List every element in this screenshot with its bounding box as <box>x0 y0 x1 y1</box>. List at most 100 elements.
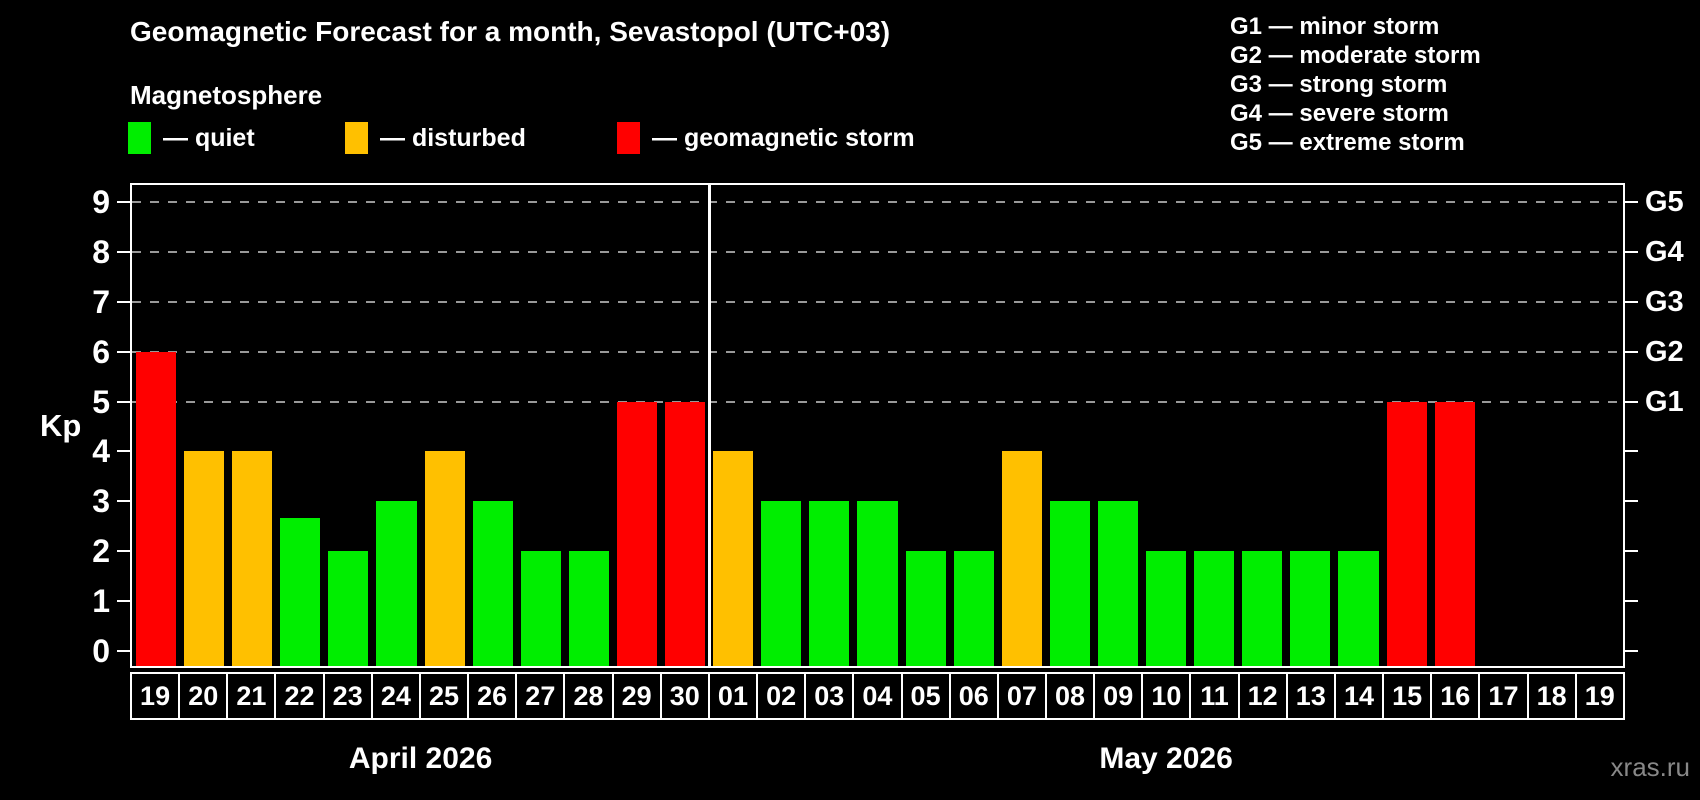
right-axis-tick <box>1625 400 1638 403</box>
date-cell: 06 <box>951 674 999 718</box>
left-axis-tick <box>117 300 130 303</box>
g-axis-label: G3 <box>1645 285 1684 318</box>
legend-item-storm: — geomagnetic storm <box>617 121 915 155</box>
kp-bar <box>1434 401 1475 666</box>
legend-label-quiet: — quiet <box>163 123 255 152</box>
left-axis-tick <box>117 200 130 203</box>
right-axis-tick <box>1625 300 1638 303</box>
date-cell: 16 <box>1432 674 1481 718</box>
g-legend-line-g3: G3 — strong storm <box>1230 71 1448 98</box>
left-axis-tick <box>117 250 130 253</box>
g-legend-line-g1: G1 — minor storm <box>1230 13 1440 40</box>
quiet-color-swatch <box>128 122 151 154</box>
date-cell: 13 <box>1288 674 1336 718</box>
kp-bar <box>809 501 850 666</box>
right-axis-tick <box>1625 350 1638 353</box>
kp-bar <box>1242 551 1283 666</box>
date-cell: 28 <box>565 674 614 718</box>
date-cell: 26 <box>469 674 518 718</box>
kp-bar <box>232 451 273 666</box>
date-cell: 02 <box>758 674 807 718</box>
g-scale-legend: G1 — minor storm G2 — moderate storm G3 … <box>1230 12 1481 157</box>
left-axis-tick <box>117 400 130 403</box>
date-cell: 18 <box>1529 674 1577 718</box>
kp-bar <box>1338 551 1379 666</box>
legend-label-storm: — geomagnetic storm <box>652 123 915 152</box>
date-cell: 05 <box>903 674 951 718</box>
date-cell: 01 <box>710 674 759 718</box>
date-cell: 22 <box>276 674 325 718</box>
month-label: April 2026 <box>348 742 493 775</box>
g-legend-line-g5: G5 — extreme storm <box>1230 129 1465 156</box>
date-cell: 27 <box>517 674 566 718</box>
date-cell: 17 <box>1480 674 1529 718</box>
legend-item-quiet: — quiet <box>128 121 255 155</box>
kp-gridline <box>132 350 1623 353</box>
right-axis-tick <box>1625 550 1638 553</box>
disturbed-color-swatch <box>345 122 368 154</box>
date-cell: 09 <box>1095 674 1144 718</box>
kp-bar <box>1386 401 1427 666</box>
y-tick-label: 6 <box>92 333 110 370</box>
kp-bar <box>761 501 802 666</box>
kp-bar <box>568 551 609 666</box>
y-tick-label: 3 <box>92 483 110 520</box>
date-axis-row: 19 20 21 22 23 24 25 26 27 28 29 30 01 02 03 04 05 06 07 08… <box>130 672 1625 720</box>
y-tick-label: 4 <box>92 433 110 470</box>
kp-bar <box>905 551 946 666</box>
kp-bar <box>616 401 658 666</box>
y-tick-label: 5 <box>92 383 110 420</box>
kp-bar <box>1097 501 1139 666</box>
date-cell: 10 <box>1143 674 1192 718</box>
kp-bar <box>472 501 513 666</box>
kp-bar <box>1049 501 1090 666</box>
kp-bar <box>857 501 898 666</box>
left-axis-tick <box>117 500 130 503</box>
g-axis-label: G1 <box>1645 385 1684 418</box>
kp-gridline <box>132 300 1623 303</box>
y-tick-label: 0 <box>92 633 110 669</box>
date-cell: 04 <box>854 674 903 718</box>
right-axis-tick <box>1625 600 1638 603</box>
g-axis-label: G5 <box>1645 185 1684 218</box>
date-cell: 25 <box>421 674 470 718</box>
right-axis-tick <box>1625 250 1638 253</box>
left-axis-tick <box>117 350 130 353</box>
y-tick-label: 1 <box>92 583 110 620</box>
kp-bar <box>520 551 561 666</box>
legend-label-disturbed: — disturbed <box>380 123 526 152</box>
y-tick-label: 8 <box>92 233 110 270</box>
left-axis-tick <box>117 600 130 603</box>
legend-item-disturbed: — disturbed <box>345 121 526 155</box>
date-cell: 29 <box>614 674 662 718</box>
date-cell: 03 <box>806 674 855 718</box>
y-axis-title-kp: Kp <box>40 408 82 443</box>
date-cell: 30 <box>662 674 710 718</box>
right-axis-tick <box>1625 450 1638 453</box>
kp-bar <box>328 551 369 666</box>
g-axis-label: G4 <box>1645 235 1684 268</box>
kp-bar <box>184 451 225 666</box>
kp-bar <box>424 451 465 666</box>
date-cell: 08 <box>1047 674 1096 718</box>
left-axis-tick <box>117 550 130 553</box>
kp-gridline <box>132 200 1623 203</box>
watermark: xras.ru <box>1610 752 1690 782</box>
date-cell: 07 <box>999 674 1047 718</box>
plot-area <box>130 183 1625 668</box>
y-tick-label: 7 <box>92 283 110 320</box>
storm-color-swatch <box>617 122 640 154</box>
g-legend-line-g4: G4 — severe storm <box>1230 100 1449 127</box>
kp-gridline <box>132 250 1623 253</box>
left-axis-tick <box>117 650 130 652</box>
month-separator <box>707 185 711 666</box>
kp-bar <box>665 401 706 666</box>
date-cell: 21 <box>228 674 277 718</box>
kp-gridline <box>132 400 1623 403</box>
month-label: May 2026 <box>1099 742 1233 775</box>
date-cell: 24 <box>373 674 421 718</box>
chart-title: Geomagnetic Forecast for a month, Sevast… <box>130 16 891 47</box>
chart-subtitle: Magnetosphere <box>130 80 323 110</box>
g-axis-label: G2 <box>1645 335 1684 368</box>
